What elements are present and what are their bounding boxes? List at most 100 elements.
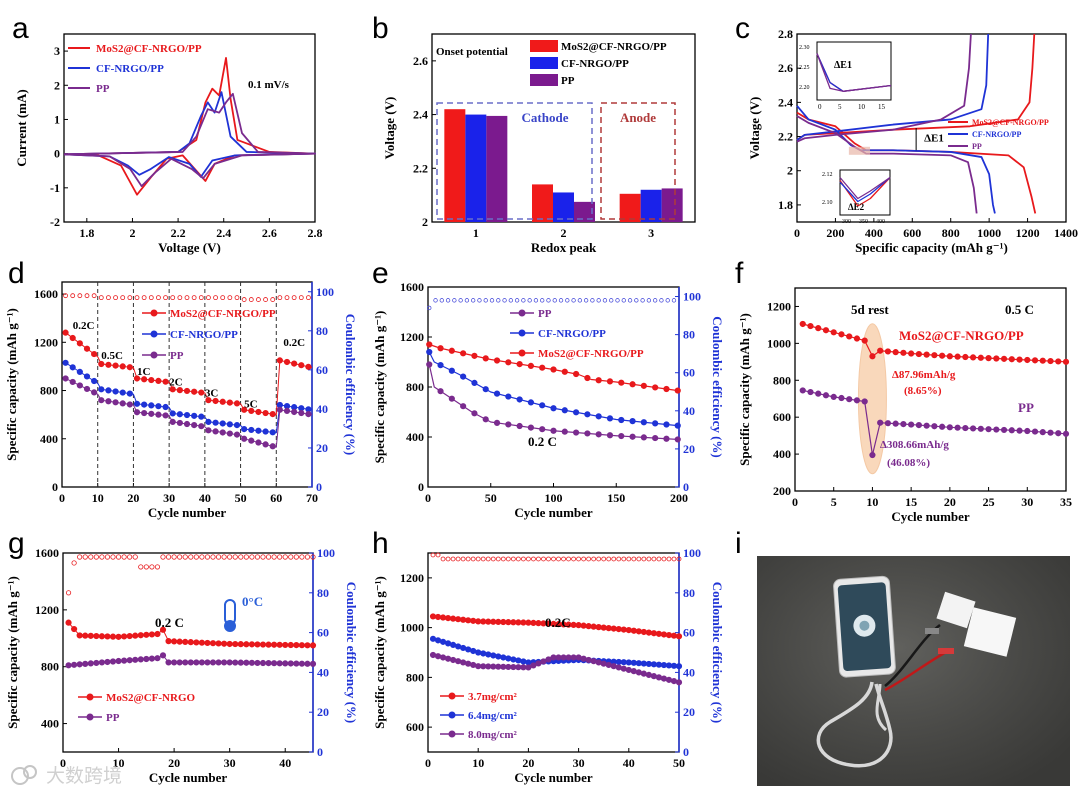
efficiency-point <box>561 556 566 562</box>
efficiency-point <box>249 554 255 560</box>
x-tick-label: 30 <box>1021 495 1033 509</box>
efficiency-point <box>641 556 647 562</box>
y-tick-label: 0 <box>52 480 58 494</box>
data-point <box>846 333 853 340</box>
efficiency-point <box>93 554 99 560</box>
efficiency-point <box>63 293 68 299</box>
efficiency-point <box>477 298 482 303</box>
x-tick-label: 1.8 <box>79 226 94 240</box>
data-point <box>162 403 169 411</box>
data-point <box>148 376 155 384</box>
data-point <box>962 353 969 361</box>
efficiency-point <box>260 554 266 560</box>
data-point <box>660 661 668 669</box>
data-point <box>853 397 861 404</box>
data-point <box>204 639 211 647</box>
x-tick-label: 10 <box>472 756 484 770</box>
legend-label: MoS2@CF-NRGO/PP <box>561 41 667 53</box>
data-point <box>193 639 200 646</box>
efficiency-point <box>435 552 441 558</box>
legend-label: PP <box>538 308 552 320</box>
data-point <box>493 357 501 364</box>
data-point <box>165 638 172 645</box>
data-point <box>520 658 527 665</box>
efficiency-point <box>210 554 216 560</box>
data-point <box>900 349 907 356</box>
efficiency-point <box>514 298 520 303</box>
data-point <box>595 659 602 666</box>
data-point <box>830 329 837 336</box>
y2-tick-label: 60 <box>316 363 328 377</box>
efficiency-point <box>104 554 111 560</box>
data-point <box>65 662 72 669</box>
efficiency-point <box>298 295 304 301</box>
data-point <box>226 659 233 666</box>
data-point <box>282 660 289 667</box>
x-tick-label: 0 <box>60 756 66 770</box>
efficiency-point <box>291 295 297 301</box>
data-point <box>516 422 523 430</box>
data-point <box>490 652 497 659</box>
efficiency-point <box>464 298 470 303</box>
x-axis-label: Voltage (V) <box>158 240 221 255</box>
data-point <box>205 397 212 404</box>
efficiency-point <box>171 554 177 560</box>
data-point <box>618 432 625 440</box>
data-point <box>183 420 191 428</box>
data-point <box>675 633 683 640</box>
cathode-region <box>436 102 593 220</box>
data-point <box>946 424 953 431</box>
x-axis-label: Cycle number <box>148 505 227 520</box>
y2-tick-label: 100 <box>683 546 701 560</box>
panel-label-i: i <box>735 527 742 560</box>
data-point <box>846 396 853 403</box>
data-point <box>298 660 305 667</box>
data-point <box>570 621 577 628</box>
delta-e1-label: ΔE1 <box>924 133 944 145</box>
data-point <box>515 657 522 664</box>
data-point <box>305 363 312 370</box>
inset-x-tick: 350 <box>859 219 868 225</box>
legend-label: PP <box>106 712 120 724</box>
y-tick-label: 0 <box>54 147 60 161</box>
efficiency-point <box>634 298 639 303</box>
y2-tick-label: 80 <box>683 586 695 600</box>
x-tick-label: 5 <box>831 495 837 509</box>
y-tick-label: 800 <box>406 380 424 394</box>
x-tick-label: 1400 <box>1054 226 1078 240</box>
data-point <box>198 413 205 420</box>
efficiency-point <box>556 556 561 562</box>
efficiency-point <box>601 556 607 562</box>
efficiency-point <box>121 554 127 560</box>
data-point <box>665 676 673 683</box>
data-point <box>255 439 262 446</box>
legend-swatch <box>530 57 558 69</box>
efficiency-point <box>304 554 311 560</box>
data-point <box>209 640 217 647</box>
data-point <box>182 638 189 646</box>
data-point <box>115 633 122 640</box>
bar <box>619 193 641 222</box>
data-point <box>309 660 317 667</box>
efficiency-point <box>626 556 632 562</box>
y-axis-label: Specific capacity (mAh g⁻¹) <box>372 311 387 464</box>
data-point <box>595 377 602 384</box>
data-point <box>62 329 69 336</box>
data-point <box>660 631 668 638</box>
x-tick-label: 200 <box>670 491 688 505</box>
x-tick-label: 100 <box>545 491 563 505</box>
rate-label: 0.2C <box>283 337 305 349</box>
x-tick-label: 20 <box>168 756 180 770</box>
y-axis-label: Current (mA) <box>14 89 29 166</box>
y-tick-label: 2.2 <box>778 130 793 144</box>
data-point <box>226 399 233 406</box>
data-point <box>620 659 627 666</box>
data-point <box>500 663 507 670</box>
data-point <box>663 385 670 393</box>
y-tick-label: 600 <box>773 410 791 424</box>
efficiency-point <box>232 554 238 560</box>
data-point <box>635 628 642 635</box>
data-point <box>141 409 148 417</box>
data-point <box>204 659 211 666</box>
